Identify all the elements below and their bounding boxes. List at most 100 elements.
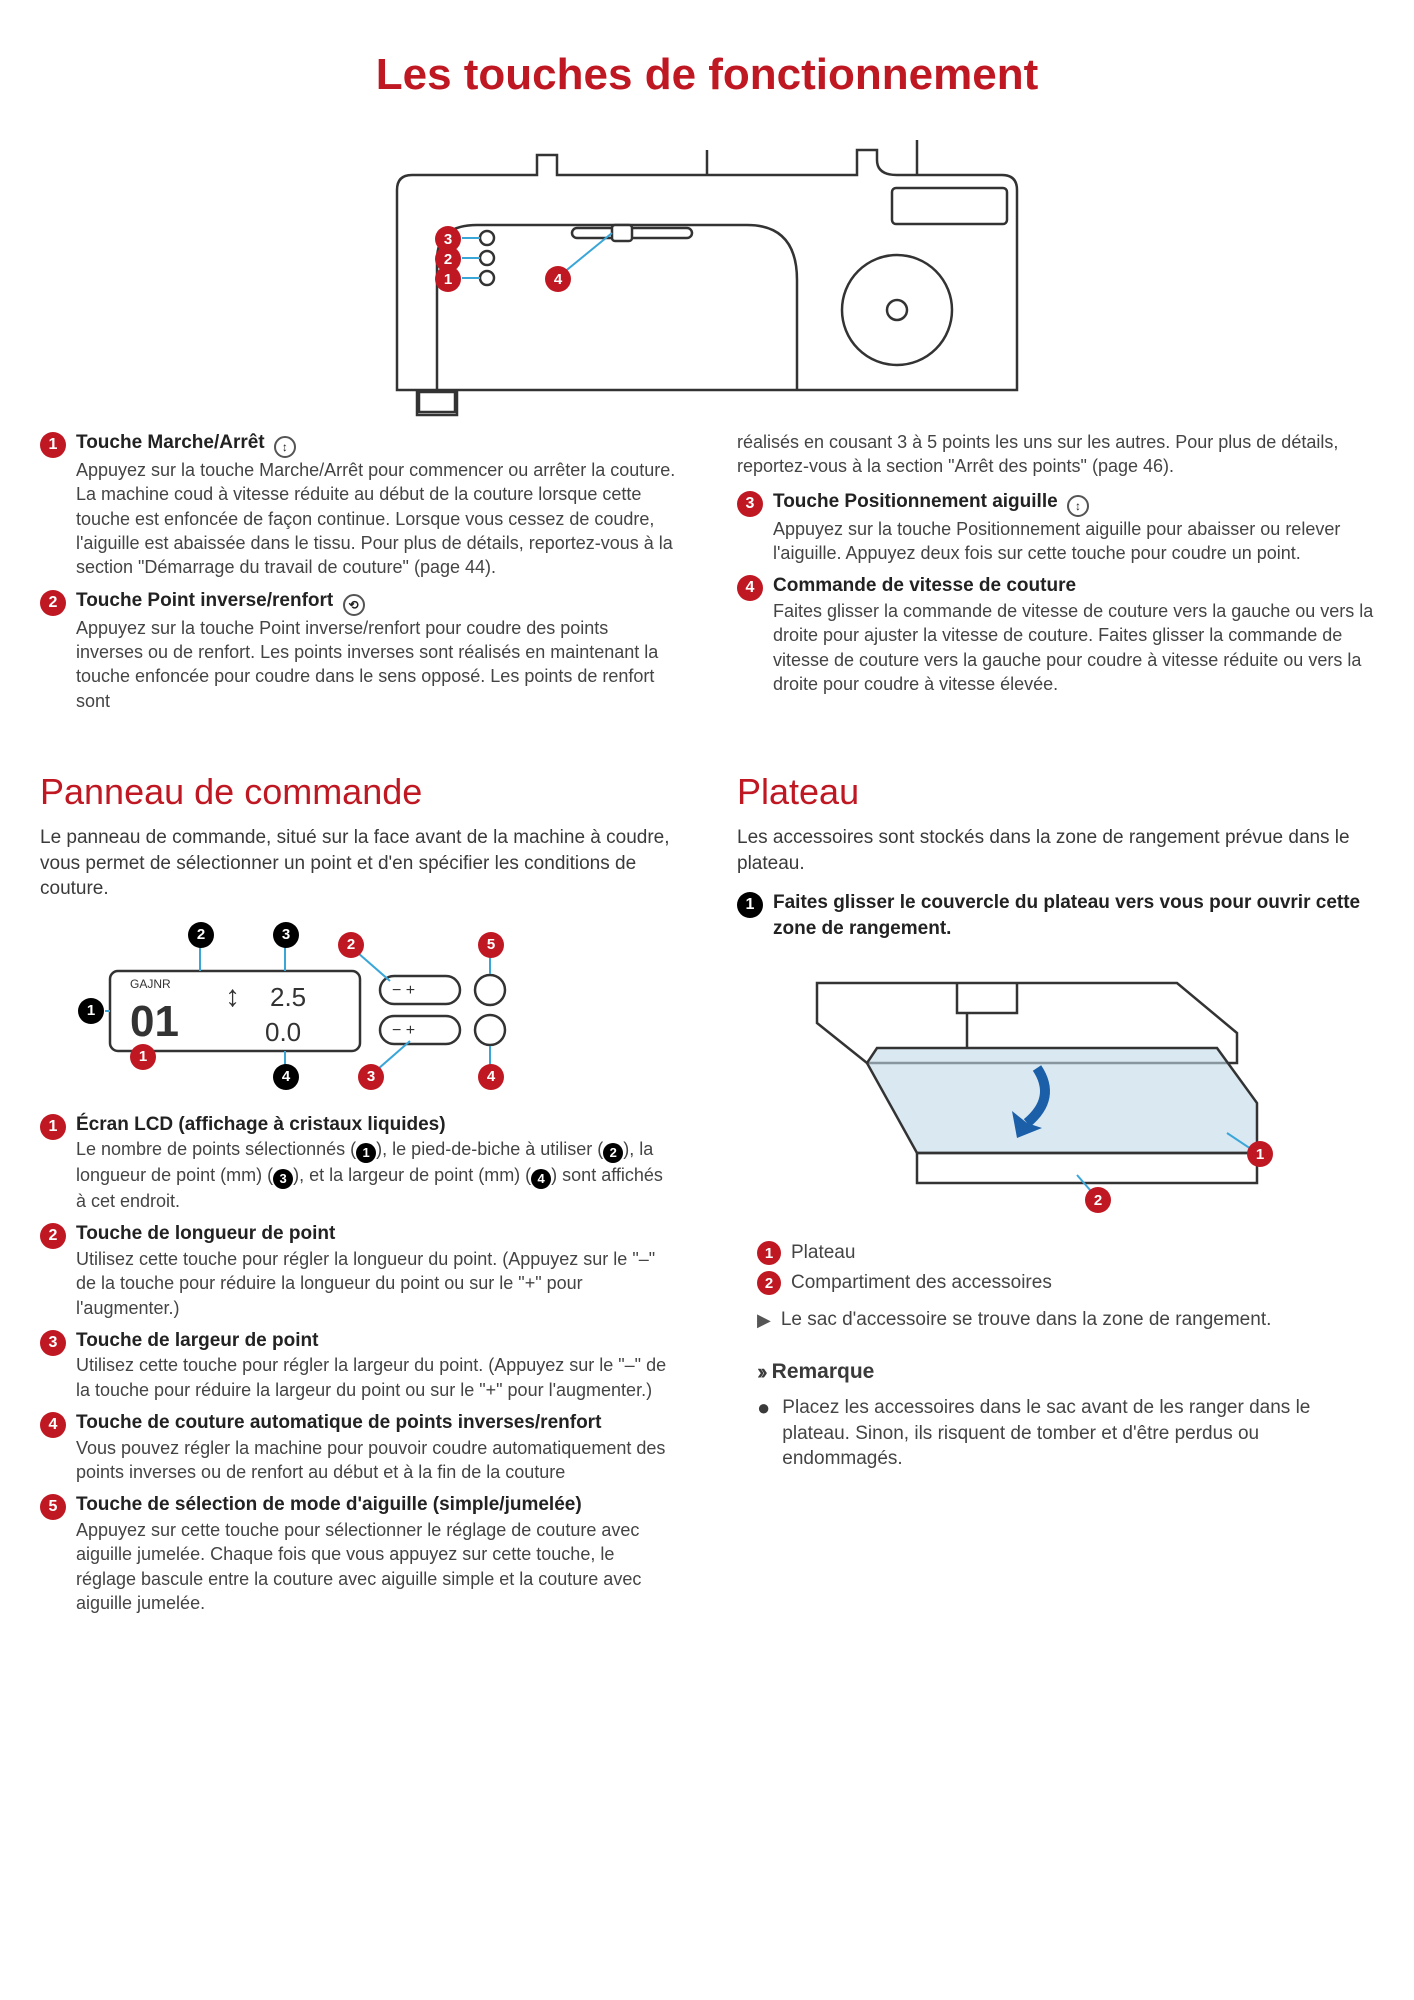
bullet-icon: ● <box>757 1397 770 1472</box>
panel-badge: 3 <box>40 1330 66 1356</box>
panel-item: 5 Touche de sélection de mode d'aiguille … <box>40 1492 677 1615</box>
item-body: Faites glisser la commande de vitesse de… <box>773 599 1374 696</box>
panel-item-title: Touche de sélection de mode d'aiguille (… <box>76 1492 677 1518</box>
panel-badge: 5 <box>40 1494 66 1520</box>
page-title: Les touches de fonctionnement <box>40 50 1374 100</box>
plateau-title: Plateau <box>737 771 1374 813</box>
badge-2: 2 <box>40 590 66 616</box>
plateau-svg <box>757 953 1297 1233</box>
legend-label: Plateau <box>791 1242 855 1264</box>
plateau-intro: Les accessoires sont stockés dans la zon… <box>737 825 1374 876</box>
continuation-text: réalisés en cousant 3 à 5 points les uns… <box>737 430 1374 479</box>
plateau-diagram: 1 2 <box>757 953 1297 1233</box>
inverse-icon: ⟲ <box>343 594 365 616</box>
svg-text:2.5: 2.5 <box>270 982 306 1012</box>
lcd-callout-r3: 3 <box>358 1064 384 1090</box>
svg-text:01: 01 <box>130 997 179 1046</box>
inline-badge: 2 <box>603 1143 623 1163</box>
machine-callout-4: 4 <box>545 266 571 292</box>
panel-item-title: Touche de couture automatique de points … <box>76 1410 677 1436</box>
svg-text:GAJNR: GAJNR <box>130 977 171 991</box>
panel-item: 3 Touche de largeur de pointUtilisez cett… <box>40 1328 677 1402</box>
svg-text:− +: − + <box>392 1022 415 1039</box>
top-left-col: 1 Touche Marche/Arrêt ↕ Appuyez sur la t… <box>40 430 677 721</box>
panel-item-title: Écran LCD (affichage à cristaux liquides… <box>76 1112 677 1138</box>
plateau-step-1: 1 Faites glisser le couvercle du plateau… <box>737 890 1374 941</box>
lcd-callout-r5: 5 <box>478 932 504 958</box>
triangle-icon: ▶ <box>757 1310 771 1331</box>
lcd-callout-r2: 2 <box>338 932 364 958</box>
lcd-callout-r4: 4 <box>478 1064 504 1090</box>
item-body: Appuyez sur la touche Point inverse/renf… <box>76 616 677 713</box>
panel-section: Panneau de commande Le panneau de comman… <box>40 741 677 1623</box>
badge-1: 1 <box>40 432 66 458</box>
lcd-diagram: GAJNR 01 ↕ 2.5 0.0 − + − + <box>70 916 550 1096</box>
item-title: Touche Marche/Arrêt ↕ <box>76 430 677 458</box>
panel-item-title: Touche de largeur de point <box>76 1328 677 1354</box>
inline-badge: 4 <box>531 1169 551 1189</box>
top-item-3: 3 Touche Positionnement aiguille ↕ Appuy… <box>737 489 1374 566</box>
top-item-2: 2 Touche Point inverse/renfort ⟲ Appuyez… <box>40 588 677 713</box>
legend-badge-2: 2 <box>757 1271 781 1295</box>
panel-item-body: Vous pouvez régler la machine pour pouvo… <box>76 1436 677 1485</box>
remarque-title: Remarque <box>772 1360 875 1384</box>
step-text: Faites glisser le couvercle du plateau v… <box>773 890 1374 941</box>
panel-intro: Le panneau de commande, situé sur la fac… <box>40 825 677 902</box>
machine-diagram: 1 2 3 4 <box>357 130 1057 420</box>
note-text: Le sac d'accessoire se trouve dans la zo… <box>781 1307 1272 1333</box>
panel-item: 1 Écran LCD (affichage à cristaux liquide… <box>40 1112 677 1214</box>
panel-badge: 4 <box>40 1412 66 1438</box>
panel-item-body: Le nombre de points sélectionnés (1), le… <box>76 1137 677 1213</box>
top-item-4: 4 Commande de vitesse de couture Faites … <box>737 573 1374 696</box>
item-body: Appuyez sur la touche Marche/Arrêt pour … <box>76 458 677 579</box>
badge-4: 4 <box>737 575 763 601</box>
aiguille-icon: ↕ <box>1067 495 1089 517</box>
lcd-callout-b4: 4 <box>273 1064 299 1090</box>
panel-badge: 1 <box>40 1114 66 1140</box>
svg-text:↕: ↕ <box>225 980 240 1013</box>
legend-badge-1: 1 <box>757 1241 781 1265</box>
lcd-callout-r1: 1 <box>130 1044 156 1070</box>
title-text: Touche Point inverse/renfort <box>76 590 333 611</box>
panel-item-body: Utilisez cette touche pour régler la lar… <box>76 1353 677 1402</box>
inline-badge: 1 <box>356 1143 376 1163</box>
plateau-legend: 1 Plateau 2 Compartiment des accessoires <box>757 1241 1374 1295</box>
svg-text:− +: − + <box>392 982 415 999</box>
lcd-callout-b3: 3 <box>273 922 299 948</box>
badge-3: 3 <box>737 491 763 517</box>
marche-arret-icon: ↕ <box>274 436 296 458</box>
lcd-callout-b2: 2 <box>188 922 214 948</box>
remarque-text: Placez les accessoires dans le sac avant… <box>782 1395 1374 1472</box>
remarque-heading: ›› Remarque <box>757 1359 1374 1385</box>
plateau-note: ▶ Le sac d'accessoire se trouve dans la … <box>757 1307 1374 1333</box>
step-badge: 1 <box>737 892 763 918</box>
panel-item-body: Appuyez sur cette touche pour sélectionn… <box>76 1518 677 1615</box>
chevron-icon: ›› <box>757 1359 764 1385</box>
machine-svg <box>357 130 1057 420</box>
panel-item-title: Touche de longueur de point <box>76 1221 677 1247</box>
svg-text:0.0: 0.0 <box>265 1017 301 1047</box>
panel-item: 4 Touche de couture automatique de points… <box>40 1410 677 1484</box>
title-text: Touche Marche/Arrêt <box>76 432 265 453</box>
machine-callout-3: 3 <box>435 226 461 252</box>
bottom-columns: Panneau de commande Le panneau de comman… <box>40 741 1374 1623</box>
top-item-1: 1 Touche Marche/Arrêt ↕ Appuyez sur la t… <box>40 430 677 580</box>
item-title: Touche Point inverse/renfort ⟲ <box>76 588 677 616</box>
plateau-section: Plateau Les accessoires sont stockés dan… <box>737 741 1374 1623</box>
panel-title: Panneau de commande <box>40 771 677 813</box>
legend-row: 1 Plateau <box>757 1241 1374 1265</box>
remarque-body: ● Placez les accessoires dans le sac ava… <box>757 1395 1374 1472</box>
panel-badge: 2 <box>40 1223 66 1249</box>
top-description-columns: 1 Touche Marche/Arrêt ↕ Appuyez sur la t… <box>40 430 1374 721</box>
lcd-callout-b1a: 1 <box>78 998 104 1024</box>
panel-item-body: Utilisez cette touche pour régler la lon… <box>76 1247 677 1320</box>
item-title: Commande de vitesse de couture <box>773 573 1374 599</box>
title-text: Touche Positionnement aiguille <box>773 491 1058 512</box>
panel-item: 2 Touche de longueur de pointUtilisez cet… <box>40 1221 677 1320</box>
inline-badge: 3 <box>273 1169 293 1189</box>
legend-label: Compartiment des accessoires <box>791 1272 1052 1294</box>
legend-row: 2 Compartiment des accessoires <box>757 1271 1374 1295</box>
item-body: Appuyez sur la touche Positionnement aig… <box>773 517 1374 566</box>
item-title: Touche Positionnement aiguille ↕ <box>773 489 1374 517</box>
top-right-col: réalisés en cousant 3 à 5 points les uns… <box>737 430 1374 721</box>
